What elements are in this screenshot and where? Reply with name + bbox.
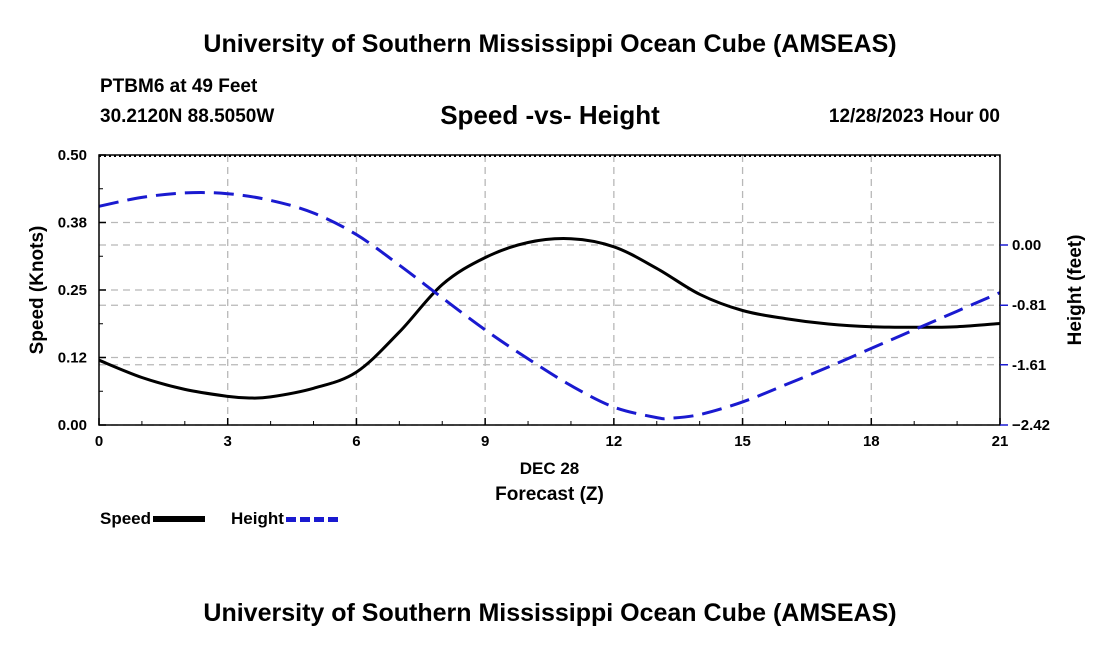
chart-title: Speed -vs- Height [440, 100, 660, 130]
y2-tick-label: 0.00 [1012, 237, 1041, 254]
x-tick-label: 15 [734, 433, 751, 450]
footer-title: University of Southern Mississippi Ocean… [203, 599, 897, 627]
x-axis-label: Forecast (Z) [495, 484, 604, 505]
legend-speed: Speed [100, 509, 206, 529]
legend-height-label: Height [231, 509, 284, 528]
legend-speed-label: Speed [100, 509, 152, 528]
page-title: University of Southern Mississippi Ocean… [203, 30, 897, 58]
x-tick-label: 6 [352, 433, 360, 450]
axes: 0 3 6 9 12 15 18 21 0.00 0.12 0.25 0.38 0.50 −2.42 -1.… [58, 147, 1050, 450]
x-tick-label: 9 [481, 433, 489, 450]
series-line-speed [98, 237, 1001, 400]
y-tick-label: 0.12 [58, 350, 87, 367]
x-tick-label: 12 [606, 433, 623, 450]
y2-axis-label: Height (feet) [1065, 235, 1086, 346]
legend-speed-swatch [153, 516, 206, 522]
x-axis-date-label: DEC 28 [520, 459, 580, 478]
x-tick-label: 21 [992, 433, 1009, 450]
y-tick-label: 0.50 [58, 147, 87, 164]
series-group [98, 191, 1001, 421]
station-coordinates: 30.2120N 88.5050W [100, 106, 275, 127]
station-label: PTBM6 at 49 Feet [100, 76, 258, 97]
x-tick-label: 18 [863, 433, 880, 450]
y2-tick-label: -0.81 [1012, 297, 1046, 314]
series-line-height [98, 191, 1001, 421]
y2-tick-label: −2.42 [1012, 417, 1050, 434]
x-tick-label: 0 [95, 433, 103, 450]
y-tick-label: 0.00 [58, 417, 87, 434]
y-tick-label: 0.38 [58, 215, 87, 232]
y-axis-label: Speed (Knots) [27, 226, 48, 355]
y2-tick-label: -1.61 [1012, 357, 1046, 374]
y-tick-label: 0.25 [58, 282, 87, 299]
x-tick-label: 3 [224, 433, 232, 450]
forecast-datetime: 12/28/2023 Hour 00 [828, 106, 1000, 127]
legend-height: Height [231, 509, 338, 529]
legend-height-swatch [285, 516, 338, 522]
grid [99, 155, 1000, 426]
